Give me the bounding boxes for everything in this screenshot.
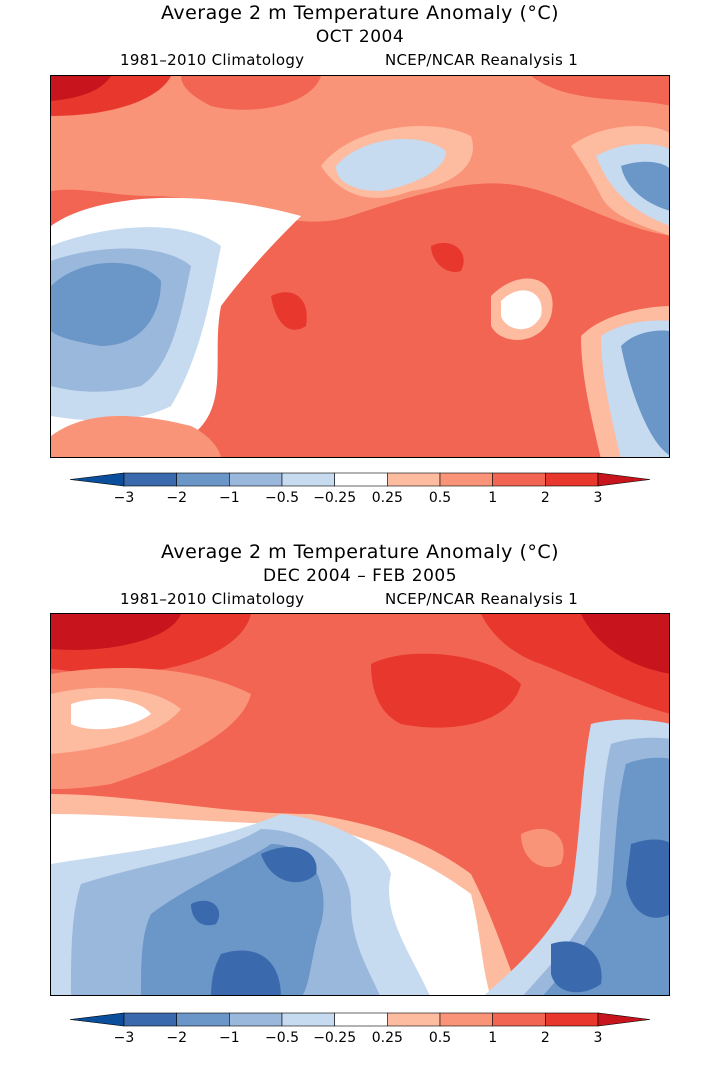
panel1-climatology: 1981–2010 Climatology — [120, 51, 305, 69]
colorbar-bin — [439, 1012, 493, 1027]
colorbar-tick-label: 0.5 — [429, 490, 451, 506]
colorbar-extend-high — [597, 472, 651, 487]
colorbar-tick-label: 0.25 — [372, 1030, 403, 1046]
colorbar-bin — [492, 472, 546, 487]
colorbar-bin — [123, 472, 177, 487]
panel2-period: DEC 2004 – FEB 2005 — [262, 566, 458, 586]
colorbar-tick-label: 1 — [488, 1030, 497, 1046]
colorbar-tick-label: 2 — [541, 490, 550, 506]
colorbar-extend-high — [597, 1012, 651, 1027]
colorbar-bin — [545, 472, 599, 487]
map-djf-2004-2005 — [50, 613, 670, 996]
colorbar-tick-label: 3 — [594, 490, 603, 506]
colorbar-tick-label: −2 — [166, 490, 187, 506]
colorbar-bin — [545, 1012, 599, 1027]
colorbar-bottom: −3 −2 −1 −0.5 −0.25 0.25 0.5 1 2 3 — [60, 1009, 660, 1049]
colorbar-bin — [387, 472, 441, 487]
panel2-climatology: 1981–2010 Climatology — [120, 590, 305, 608]
colorbar-tick-label: −1 — [219, 1030, 240, 1046]
colorbar-bin — [439, 472, 493, 487]
colorbar-bin — [492, 1012, 546, 1027]
colorbar-tick-label: −0.25 — [313, 1030, 356, 1046]
colorbar-bin — [123, 1012, 177, 1027]
map-oct-2004 — [50, 75, 670, 458]
colorbar-tick-label: 1 — [488, 490, 497, 506]
colorbar-bin — [229, 472, 283, 487]
panel2-source: NCEP/NCAR Reanalysis 1 — [385, 590, 579, 608]
panel1-source: NCEP/NCAR Reanalysis 1 — [385, 51, 579, 69]
colorbar-bin — [281, 472, 335, 487]
panel1-title: Average 2 m Temperature Anomaly (°C) — [160, 2, 560, 24]
colorbar-extend-low — [69, 472, 125, 487]
colorbar-tick-label: 3 — [594, 1030, 603, 1046]
colorbar-bin — [387, 1012, 441, 1027]
colorbar-tick-label: −0.5 — [265, 1030, 299, 1046]
colorbar-bin — [176, 472, 230, 487]
panel1-period: OCT 2004 — [315, 27, 405, 47]
colorbar-tick-label: −2 — [166, 1030, 187, 1046]
panel2-title: Average 2 m Temperature Anomaly (°C) — [160, 541, 560, 563]
colorbar-tick-label: −0.25 — [313, 490, 356, 506]
colorbar-extend-low — [69, 1012, 125, 1027]
colorbar-bin — [334, 472, 388, 487]
colorbar-tick-label: 0.5 — [429, 1030, 451, 1046]
colorbar-tick-label: 2 — [541, 1030, 550, 1046]
colorbar-bin — [229, 1012, 283, 1027]
colorbar-tick-label: −1 — [219, 490, 240, 506]
colorbar-top: −3 −2 −1 −0.5 −0.25 0.25 0.5 1 2 3 — [60, 469, 660, 509]
colorbar-tick-label: −0.5 — [265, 490, 299, 506]
colorbar-tick-label: −3 — [114, 1030, 135, 1046]
colorbar-bin — [334, 1012, 388, 1027]
colorbar-tick-label: −3 — [114, 490, 135, 506]
colorbar-bin — [281, 1012, 335, 1027]
colorbar-tick-label: 0.25 — [372, 490, 403, 506]
colorbar-bin — [176, 1012, 230, 1027]
